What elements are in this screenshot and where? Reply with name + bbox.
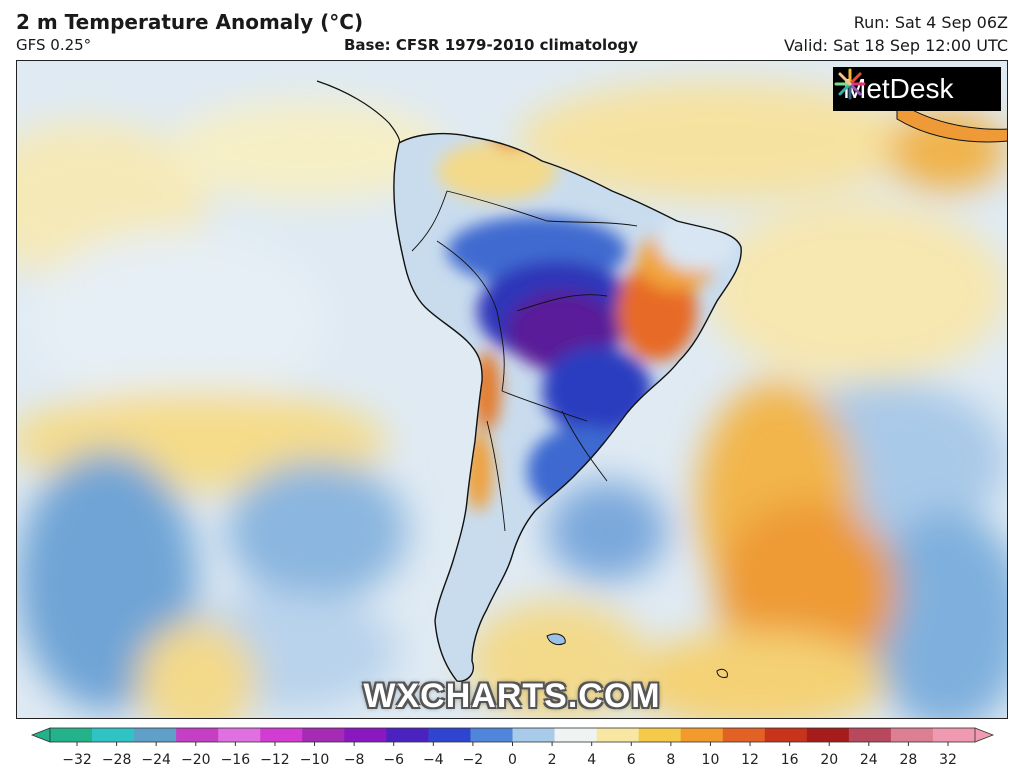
colorbar-tick-label: −6 [383,752,404,768]
valid-time-label: Valid: Sat 18 Sep 12:00 UTC [784,36,1008,55]
colorbar-segment [848,728,892,742]
colorbar-segment [722,728,766,742]
colorbar-segment [50,728,93,742]
metdesk-starburst-icon [834,68,866,100]
colorbar-segment [764,728,808,742]
climatology-base-label: Base: CFSR 1979-2010 climatology [344,36,639,54]
colorbar-tick-label: 20 [820,752,838,768]
colorbar-segments [30,727,995,743]
colorbar-segment [344,728,387,742]
colorbar-segment [302,728,345,742]
south-georgia-island [716,668,728,678]
west-africa-coast [896,100,1007,143]
colorbar-segment [638,728,682,742]
falkland-islands [546,633,566,646]
colorbar-tick-label: 32 [939,752,957,768]
colorbar-segment [932,728,976,742]
colorbar-segment [596,728,640,742]
colorbar-tick-label: −8 [344,752,365,768]
colorbar-tick-label: 16 [781,752,799,768]
colorbar-tick-label: 0 [508,752,517,768]
colorbar-segment [176,728,219,742]
colorbar-ticks: −32 −28 −24 −20 −16 −12 −10 −8 −6 −4 −2 0 2 4 6 8 10 12 16… [62,742,957,768]
colorbar-segment [512,728,556,742]
ocean-anomaly-field [17,81,1007,718]
colorbar-tick-label: −2 [463,752,484,768]
colorbar-segment [386,728,429,742]
colorbar-tick-label: 6 [627,752,636,768]
colorbar-tick-label: 24 [860,752,878,768]
country-borders [411,190,638,532]
colorbar-tick-label: 12 [741,752,759,768]
model-label: GFS 0.25° [16,36,92,54]
colorbar-segment [554,728,598,742]
colorbar-tick-label: −16 [221,752,251,768]
colorbar-segment [92,728,135,742]
colorbar-segment [218,728,261,742]
colorbar-segment [260,728,303,742]
colorbar-segment [806,728,850,742]
anomaly-map[interactable]: MetDesk WXCHARTS.COM [16,60,1008,719]
colorbar-tick-label: −24 [141,752,171,768]
colorbar-segment [428,728,471,742]
colorbar-tick-label: −28 [102,752,132,768]
colorbar: −32 −28 −24 −20 −16 −12 −10 −8 −6 −4 −2 0 2 4 6 8 10 12 16… [30,727,995,768]
map-title: 2 m Temperature Anomaly (°C) [16,10,364,34]
colorbar-tick-label: 2 [548,752,557,768]
map-canvas [17,61,1007,718]
colorbar-segment [890,728,934,742]
land-anomaly-field [437,133,737,516]
colorbar-tick-label: 10 [702,752,720,768]
colorbar-segment [134,728,177,742]
colorbar-segment [680,728,724,742]
colorbar-tick-label: −32 [62,752,92,768]
colorbar-tick-label: −4 [423,752,444,768]
central-america-coast [316,80,401,144]
metdesk-logo: MetDesk [833,67,1001,111]
run-time-label: Run: Sat 4 Sep 06Z [853,13,1008,32]
colorbar-max-arrow [974,727,995,743]
colorbar-tick-label: −10 [300,752,330,768]
colorbar-tick-label: 8 [666,752,675,768]
colorbar-segment [470,728,513,742]
colorbar-tick-label: 4 [587,752,596,768]
colorbar-min-arrow [30,727,51,743]
metdesk-logo-text: MetDesk [843,73,954,104]
wxcharts-watermark: WXCHARTS.COM [363,677,661,715]
colorbar-tick-label: −20 [181,752,211,768]
colorbar-tick-label: −12 [260,752,290,768]
colorbar-tick-label: 28 [899,752,917,768]
